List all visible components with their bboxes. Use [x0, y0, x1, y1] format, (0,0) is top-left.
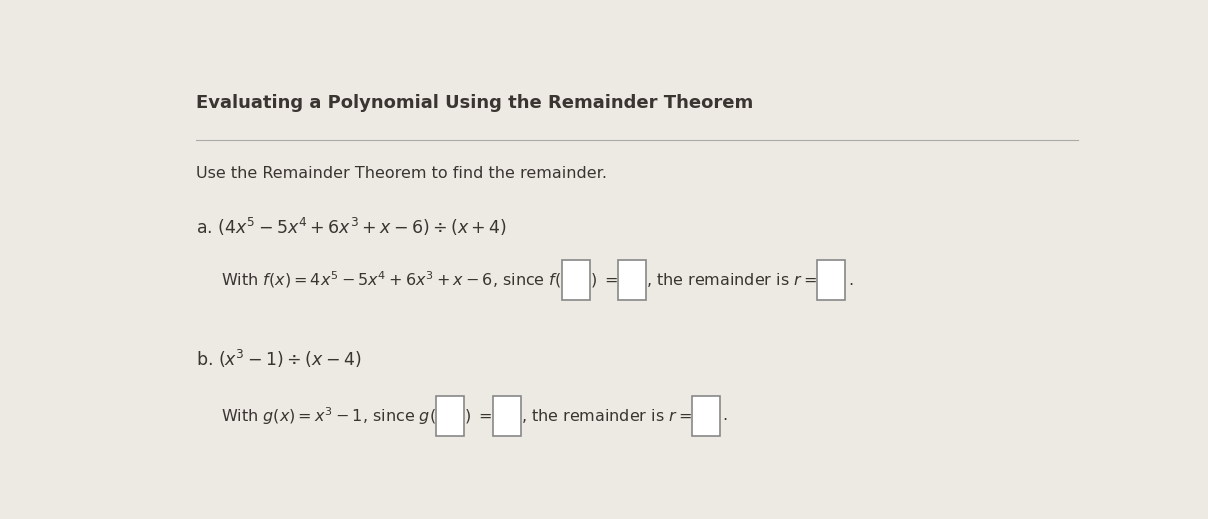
FancyBboxPatch shape	[691, 396, 720, 436]
FancyBboxPatch shape	[436, 396, 464, 436]
Text: .: .	[848, 272, 853, 288]
FancyBboxPatch shape	[562, 260, 590, 300]
Text: ) $=$: ) $=$	[464, 407, 493, 425]
Text: With $g(x) = x^3 - 1$, since $g($: With $g(x) = x^3 - 1$, since $g($	[221, 405, 436, 427]
FancyBboxPatch shape	[493, 396, 521, 436]
Text: a. $(4x^5 - 5x^4 + 6x^3 + x - 6) \div (x + 4)$: a. $(4x^5 - 5x^4 + 6x^3 + x - 6) \div (x…	[196, 216, 507, 238]
FancyBboxPatch shape	[618, 260, 646, 300]
Text: Evaluating a Polynomial Using the Remainder Theorem: Evaluating a Polynomial Using the Remain…	[196, 94, 753, 112]
Text: , the remainder is $r =$: , the remainder is $r =$	[521, 407, 691, 425]
FancyBboxPatch shape	[817, 260, 846, 300]
Text: , the remainder is $r =$: , the remainder is $r =$	[646, 271, 817, 289]
Text: b. $(x^3 - 1) \div (x - 4)$: b. $(x^3 - 1) \div (x - 4)$	[196, 348, 361, 370]
Text: .: .	[722, 408, 727, 424]
Text: ) $=$: ) $=$	[590, 271, 618, 289]
Text: Use the Remainder Theorem to find the remainder.: Use the Remainder Theorem to find the re…	[196, 166, 606, 181]
Text: With $f(x) = 4x^5 - 5x^4 + 6x^3 + x - 6$, since $f($: With $f(x) = 4x^5 - 5x^4 + 6x^3 + x - 6$…	[221, 270, 562, 291]
